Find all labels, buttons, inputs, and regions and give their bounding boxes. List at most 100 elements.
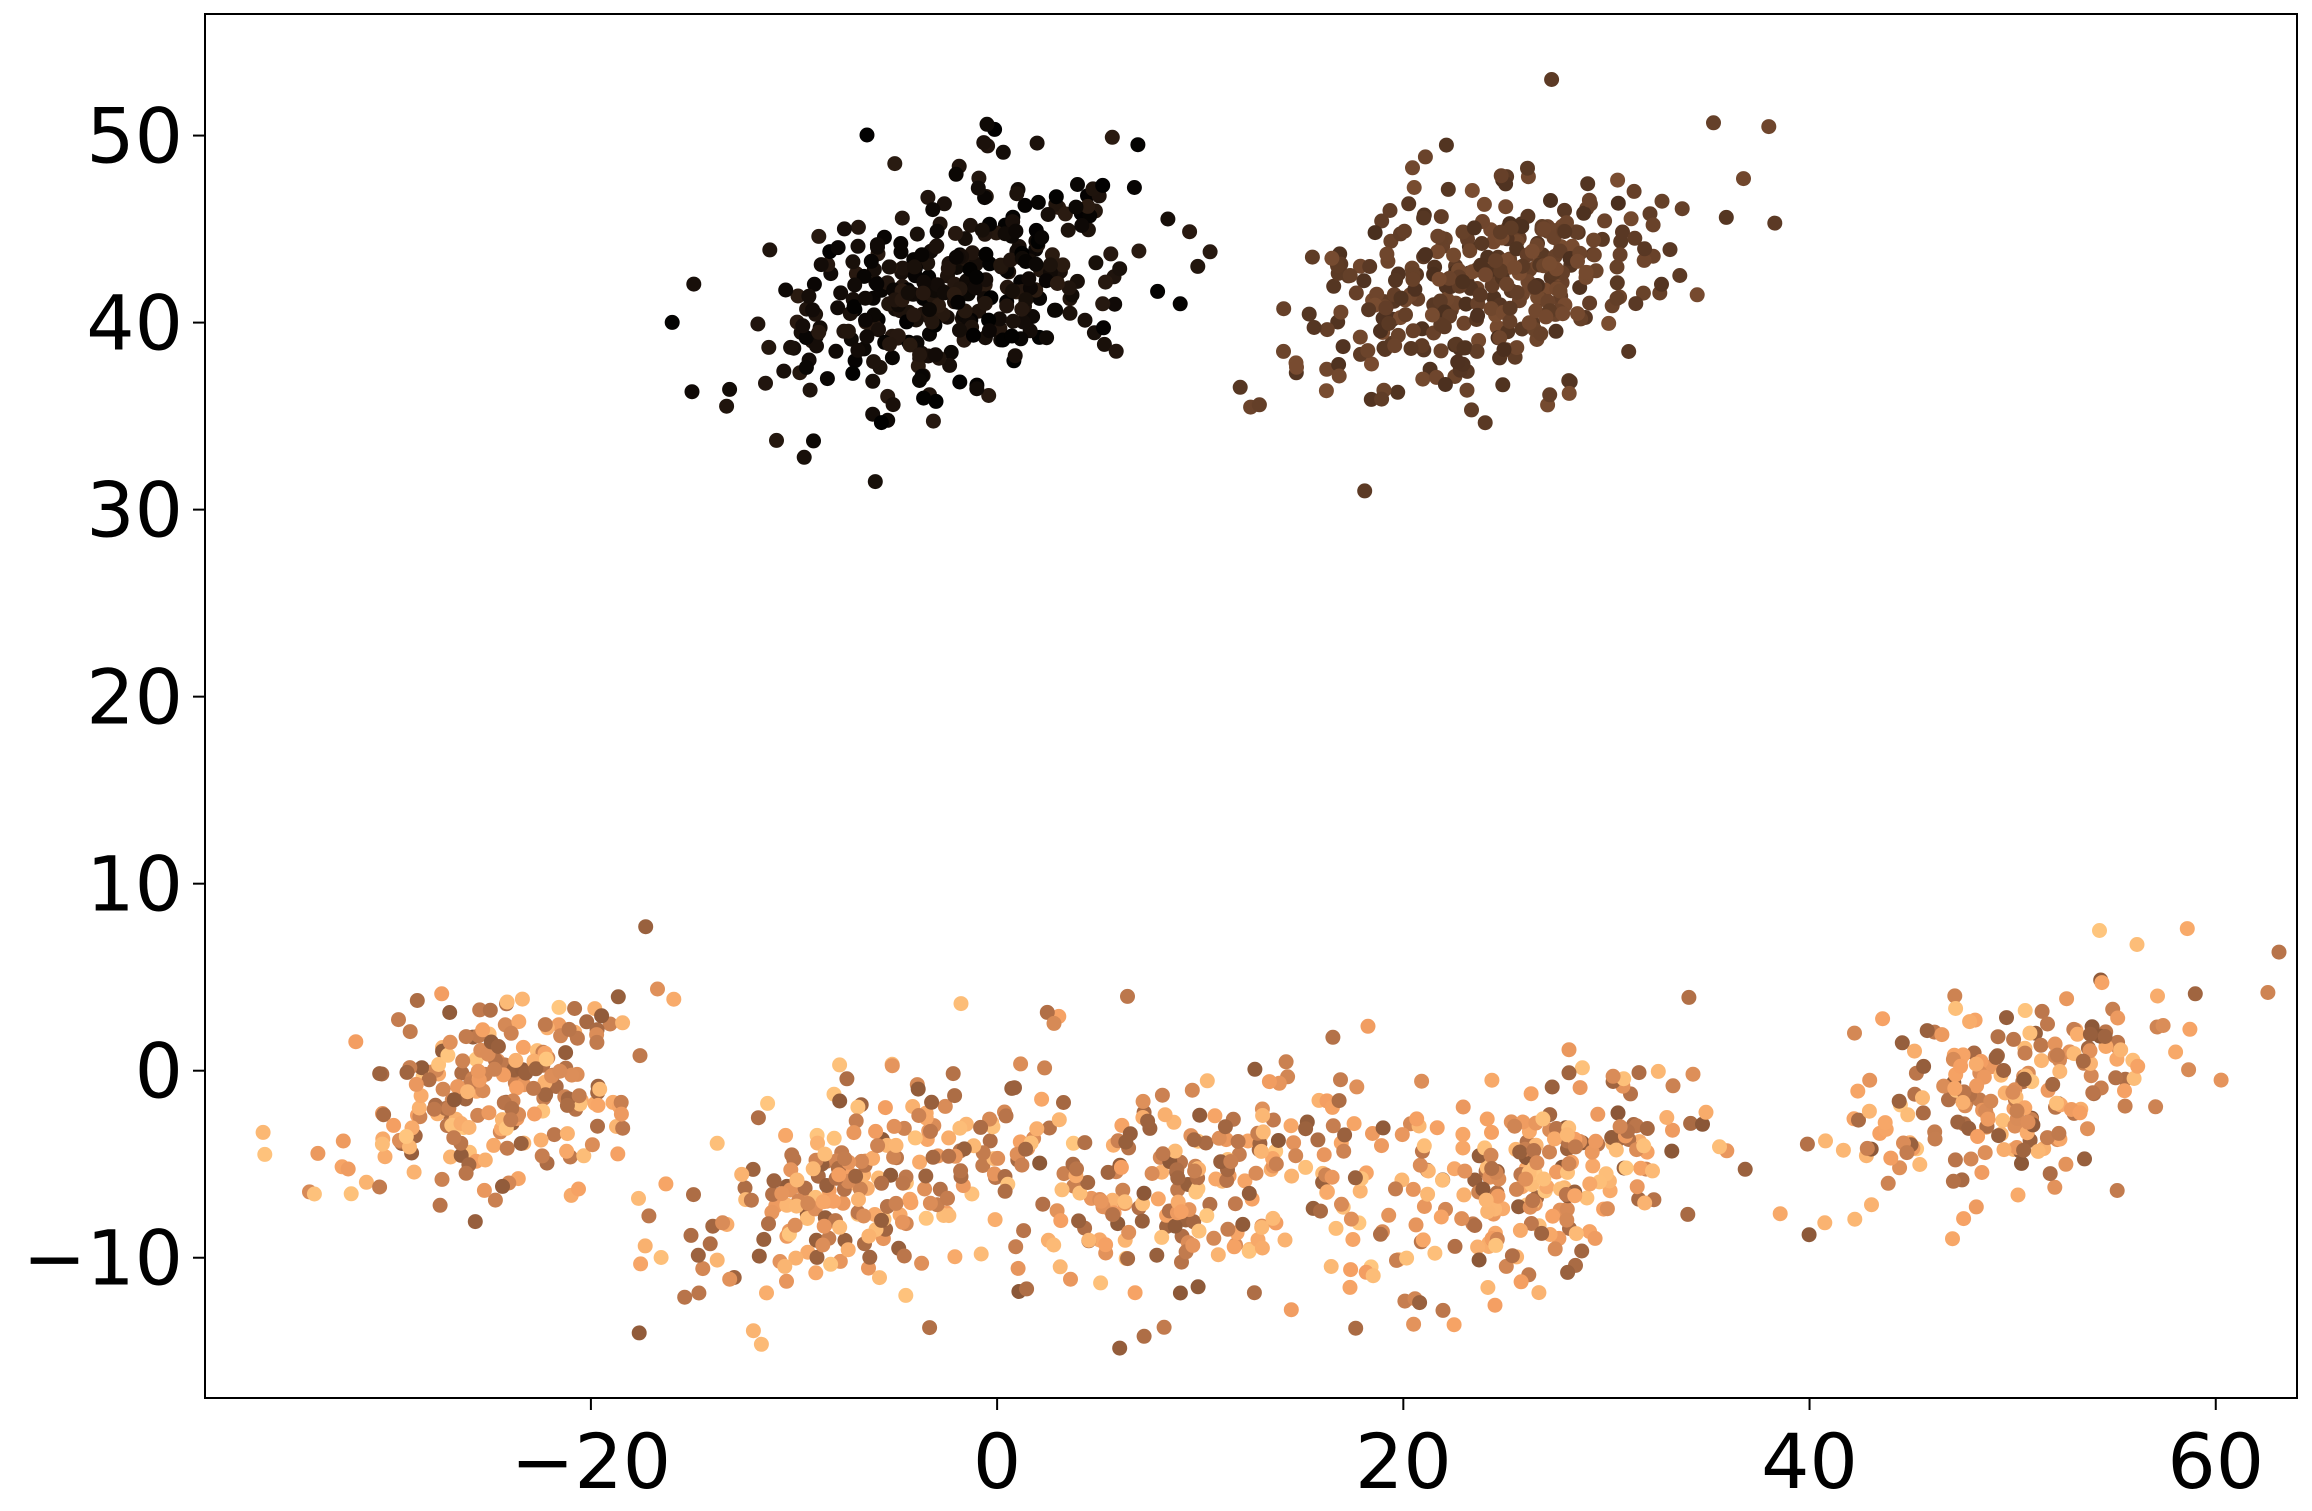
scatter-point: [885, 397, 901, 413]
scatter-point: [1683, 1115, 1699, 1131]
scatter-point: [2108, 1070, 2124, 1086]
scatter-point: [1014, 301, 1030, 317]
scatter-point: [774, 1186, 790, 1202]
scatter-point: [1466, 220, 1482, 236]
scatter-point: [482, 1002, 498, 1018]
scatter-point: [1289, 359, 1304, 375]
scatter-point: [1498, 199, 1514, 215]
scatter-point: [470, 1107, 486, 1123]
scatter-point: [432, 1197, 448, 1213]
scatter-point: [832, 1093, 848, 1109]
scatter-point: [809, 1249, 825, 1265]
scatter-point: [690, 1247, 706, 1263]
scatter-point: [1968, 1199, 1984, 1215]
scatter-point: [255, 1124, 271, 1140]
scatter-point: [1304, 249, 1320, 265]
scatter-point: [1328, 1220, 1344, 1236]
scatter-point: [953, 996, 969, 1012]
scatter-point: [2271, 944, 2287, 960]
scatter-point: [470, 1063, 486, 1079]
scatter-point: [1604, 1130, 1620, 1145]
scatter-point: [819, 371, 835, 387]
scatter-point: [1456, 340, 1472, 356]
scatter-point: [2033, 1037, 2049, 1053]
scatter-point: [1712, 1139, 1727, 1155]
scatter-point: [1191, 1223, 1207, 1239]
scatter-point: [806, 433, 821, 449]
scatter-point: [1538, 309, 1554, 325]
scatter-point: [1586, 232, 1602, 248]
scatter-point: [1772, 1206, 1788, 1222]
scatter-point: [1093, 1193, 1109, 1209]
scatter-point: [1523, 1216, 1539, 1231]
scatter-point: [874, 1175, 889, 1191]
scatter-point: [1121, 1224, 1137, 1240]
scatter-point: [414, 1060, 430, 1076]
scatter-point: [840, 323, 856, 339]
scatter-point: [1034, 230, 1050, 245]
scatter-point: [912, 347, 928, 363]
scatter-point: [1455, 1126, 1471, 1142]
scatter-point: [1065, 1135, 1081, 1151]
scatter-point: [940, 260, 956, 276]
scatter-point: [1230, 1134, 1246, 1149]
scatter-point: [1184, 1082, 1200, 1098]
scatter-point: [1433, 1209, 1449, 1225]
scatter-point: [912, 1154, 928, 1170]
scatter-point: [813, 257, 829, 273]
scatter-point: [1206, 1230, 1222, 1246]
scatter-point: [1394, 1127, 1410, 1143]
scatter-point: [911, 1108, 927, 1123]
scatter-point: [1681, 989, 1697, 1005]
scatter-point: [490, 1039, 506, 1054]
scatter-point: [2045, 1076, 2061, 1092]
scatter-point: [1211, 1130, 1227, 1146]
scatter-point: [1818, 1133, 1833, 1149]
scatter-point: [1433, 343, 1449, 359]
scatter-point: [372, 1066, 388, 1082]
scatter-point: [511, 1014, 527, 1030]
scatter-point: [702, 1236, 718, 1252]
x-tick-label: −20: [511, 1417, 671, 1506]
scatter-point: [888, 1195, 904, 1211]
scatter-point: [1268, 1156, 1284, 1172]
scatter-point: [1582, 295, 1598, 311]
scatter-point: [1374, 1138, 1389, 1154]
scatter-point: [1136, 1328, 1152, 1344]
scatter-point: [431, 1057, 447, 1072]
scatter-point: [719, 398, 735, 414]
scatter-point: [1013, 1056, 1029, 1072]
scatter-point: [695, 1261, 711, 1277]
scatter-point: [1455, 224, 1471, 240]
scatter-point: [1167, 1143, 1183, 1159]
scatter-point: [358, 1174, 374, 1190]
scatter-point: [1337, 1127, 1353, 1143]
scatter-point: [1051, 1112, 1067, 1128]
scatter-point: [1008, 223, 1024, 239]
scatter-point: [928, 393, 944, 409]
scatter-point: [861, 1228, 877, 1244]
scatter-point: [1324, 250, 1340, 266]
scatter-point: [929, 223, 945, 239]
scatter-point: [552, 1063, 568, 1079]
scatter-point: [745, 1161, 761, 1177]
scatter-point: [1336, 1143, 1352, 1159]
scatter-point: [846, 1125, 862, 1141]
scatter-point: [571, 1181, 586, 1197]
scatter-point: [1483, 1147, 1499, 1163]
scatter-point: [2017, 1003, 2033, 1018]
scatter-point: [1095, 296, 1111, 312]
scatter-point: [1531, 1285, 1547, 1301]
scatter-point: [999, 298, 1015, 314]
scatter-point: [1880, 1175, 1896, 1191]
scatter-point: [1414, 1073, 1430, 1089]
scatter-point: [391, 1012, 406, 1028]
scatter-point: [2017, 1045, 2033, 1061]
scatter-point: [1277, 1232, 1293, 1248]
scatter-point: [1409, 1111, 1425, 1127]
scatter-point: [2182, 1021, 2198, 1037]
scatter-point: [1080, 1175, 1096, 1190]
scatter-point: [837, 1151, 853, 1167]
scatter-point: [1103, 246, 1119, 262]
scatter-point: [1817, 1215, 1833, 1231]
